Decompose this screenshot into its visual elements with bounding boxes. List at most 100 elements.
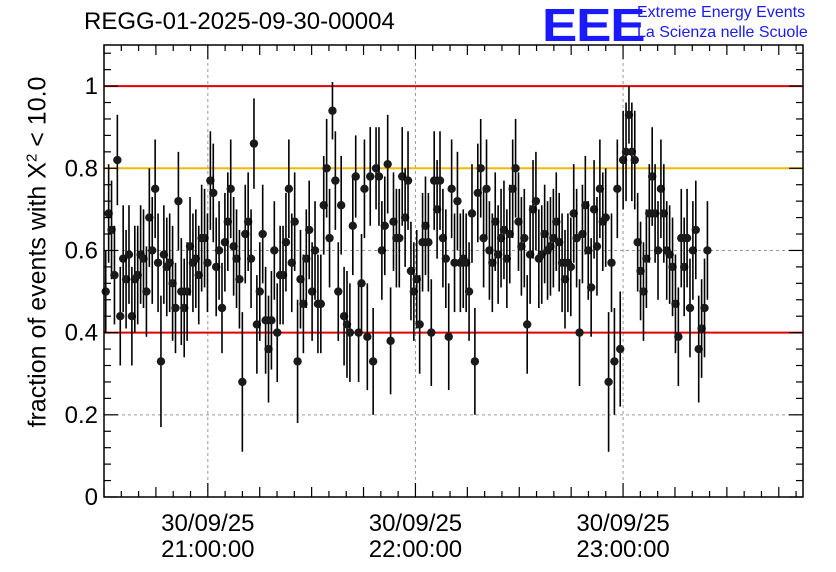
data-point-178 xyxy=(618,155,628,165)
data-point-157 xyxy=(557,258,567,267)
data-point-186 xyxy=(642,254,651,263)
data-point-85 xyxy=(348,221,358,230)
data-point-77 xyxy=(325,233,334,243)
data-point-61 xyxy=(278,270,288,280)
data-point-172 xyxy=(601,213,610,222)
data-point-146 xyxy=(525,250,535,259)
data-point-111 xyxy=(424,238,433,247)
data-point-78 xyxy=(328,106,337,115)
data-point-182 xyxy=(630,155,639,165)
data-point-75 xyxy=(319,201,328,210)
data-point-13 xyxy=(139,254,148,263)
data-point-28 xyxy=(182,287,192,296)
data-point-129 xyxy=(476,164,485,173)
data-point-59 xyxy=(273,328,282,337)
data-point-84 xyxy=(345,328,355,337)
data-point-24 xyxy=(171,303,180,313)
data-point-207 xyxy=(703,246,712,255)
data-point-103 xyxy=(400,213,410,222)
data-point-139 xyxy=(505,229,514,239)
data-point-29 xyxy=(185,242,195,251)
data-point-150 xyxy=(537,250,546,259)
data-point-16 xyxy=(148,246,157,255)
data-point-101 xyxy=(395,233,404,243)
data-point-174 xyxy=(607,258,616,267)
logo-mark: EEE xyxy=(542,0,646,51)
data-point-179 xyxy=(621,147,631,157)
data-point-126 xyxy=(467,209,477,218)
data-point-56 xyxy=(264,344,273,354)
data-point-204 xyxy=(694,344,703,354)
data-point-25 xyxy=(174,196,183,206)
data-point-143 xyxy=(517,242,526,251)
data-point-87 xyxy=(354,328,363,337)
data-point-70 xyxy=(305,225,314,235)
data-point-44 xyxy=(229,242,238,251)
data-point-155 xyxy=(552,217,561,226)
data-point-113 xyxy=(429,176,439,185)
data-point-81 xyxy=(336,201,346,210)
data-point-19 xyxy=(156,357,166,366)
y-tick-label-5: 1 xyxy=(85,73,98,100)
data-point-3 xyxy=(110,270,119,280)
data-point-198 xyxy=(677,233,686,243)
data-point-99 xyxy=(389,217,398,226)
data-point-62 xyxy=(281,238,291,247)
data-point-53 xyxy=(255,287,264,296)
data-point-130 xyxy=(479,233,488,243)
data-point-169 xyxy=(592,242,602,251)
data-point-106 xyxy=(409,287,419,296)
data-point-195 xyxy=(668,262,677,272)
data-point-121 xyxy=(453,196,462,206)
data-point-124 xyxy=(461,258,471,267)
data-point-142 xyxy=(514,217,523,226)
data-point-8 xyxy=(124,250,134,259)
data-point-118 xyxy=(444,332,453,341)
data-point-125 xyxy=(464,287,474,296)
data-point-57 xyxy=(267,316,276,325)
data-point-63 xyxy=(284,184,294,194)
data-point-42 xyxy=(223,217,233,226)
data-point-114 xyxy=(432,205,442,214)
data-point-0 xyxy=(101,287,110,296)
data-point-55 xyxy=(261,316,270,325)
data-point-76 xyxy=(322,164,331,173)
data-point-135 xyxy=(493,250,503,259)
data-point-27 xyxy=(180,303,189,313)
data-point-165 xyxy=(581,201,590,210)
data-point-97 xyxy=(383,159,392,169)
y-tick-label-0: 0 xyxy=(85,484,98,511)
data-point-206 xyxy=(700,303,709,313)
data-point-140 xyxy=(508,184,517,194)
data-point-92 xyxy=(368,357,378,366)
x-tick-date-1: 30/09/25 xyxy=(369,510,462,537)
data-point-22 xyxy=(165,258,174,267)
data-point-148 xyxy=(531,196,541,206)
data-point-72 xyxy=(310,246,320,255)
data-point-104 xyxy=(403,176,413,185)
data-point-26 xyxy=(177,287,186,296)
x-tick-time-0: 21:00:00 xyxy=(161,536,254,563)
data-point-160 xyxy=(566,262,576,272)
eee-logo: EEE Extreme Energy Events La Scienza nel… xyxy=(540,0,830,51)
data-point-34 xyxy=(200,233,209,243)
data-point-49 xyxy=(243,217,253,226)
data-point-137 xyxy=(499,225,509,235)
data-point-187 xyxy=(645,209,654,218)
data-point-6 xyxy=(118,254,128,263)
data-point-134 xyxy=(491,217,500,226)
data-point-176 xyxy=(613,184,622,194)
data-point-18 xyxy=(153,258,163,267)
data-point-1 xyxy=(104,209,113,218)
data-point-91 xyxy=(366,172,375,181)
data-point-189 xyxy=(650,209,660,218)
y-tick-label-2: 0.4 xyxy=(65,320,98,347)
data-point-201 xyxy=(685,303,695,313)
data-point-108 xyxy=(415,320,424,329)
data-point-46 xyxy=(235,275,244,284)
data-point-156 xyxy=(554,238,564,247)
data-point-105 xyxy=(406,266,416,276)
data-point-95 xyxy=(377,246,387,255)
data-point-175 xyxy=(610,357,619,366)
